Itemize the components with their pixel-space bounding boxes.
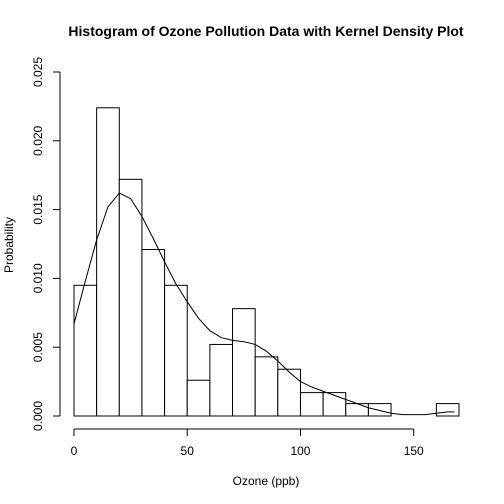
histogram-bar [322,392,347,417]
histogram-bar [345,403,369,417]
histogram-bar [209,343,234,417]
histogram-bars [73,107,460,417]
histogram-bar [232,308,256,417]
histogram-bar [73,284,98,417]
histogram-bar [254,356,279,417]
x-tick-label: 150 [404,444,424,458]
y-tick-label: 0.005 [31,332,45,362]
x-axis: 0 50 100 150 [71,428,424,458]
y-axis-label: Probability [2,217,16,273]
histogram-bar [118,178,143,417]
y-axis: 0.000 0.005 0.010 0.015 0.020 0.025 [31,57,61,431]
histogram-bar [277,368,301,417]
x-axis-label: Ozone (ppb) [233,474,300,488]
chart-title: Histogram of Ozone Pollution Data with K… [68,23,463,39]
density-curve [73,192,455,416]
x-tick-label: 100 [290,444,310,458]
x-tick-label: 0 [71,444,78,458]
y-tick-label: 0.025 [31,57,45,87]
histogram-bar [96,107,120,417]
histogram-bar [299,392,324,417]
x-tick-label: 50 [181,444,195,458]
y-tick-label: 0.020 [31,125,45,155]
histogram-bar [186,379,211,417]
histogram-bar [367,403,392,417]
y-tick-label: 0.010 [31,263,45,293]
y-tick-label: 0.015 [31,194,45,224]
histogram-bar [164,284,188,417]
y-tick-label: 0.000 [31,401,45,431]
histogram-bar [435,403,460,417]
histogram-bar [141,249,166,417]
